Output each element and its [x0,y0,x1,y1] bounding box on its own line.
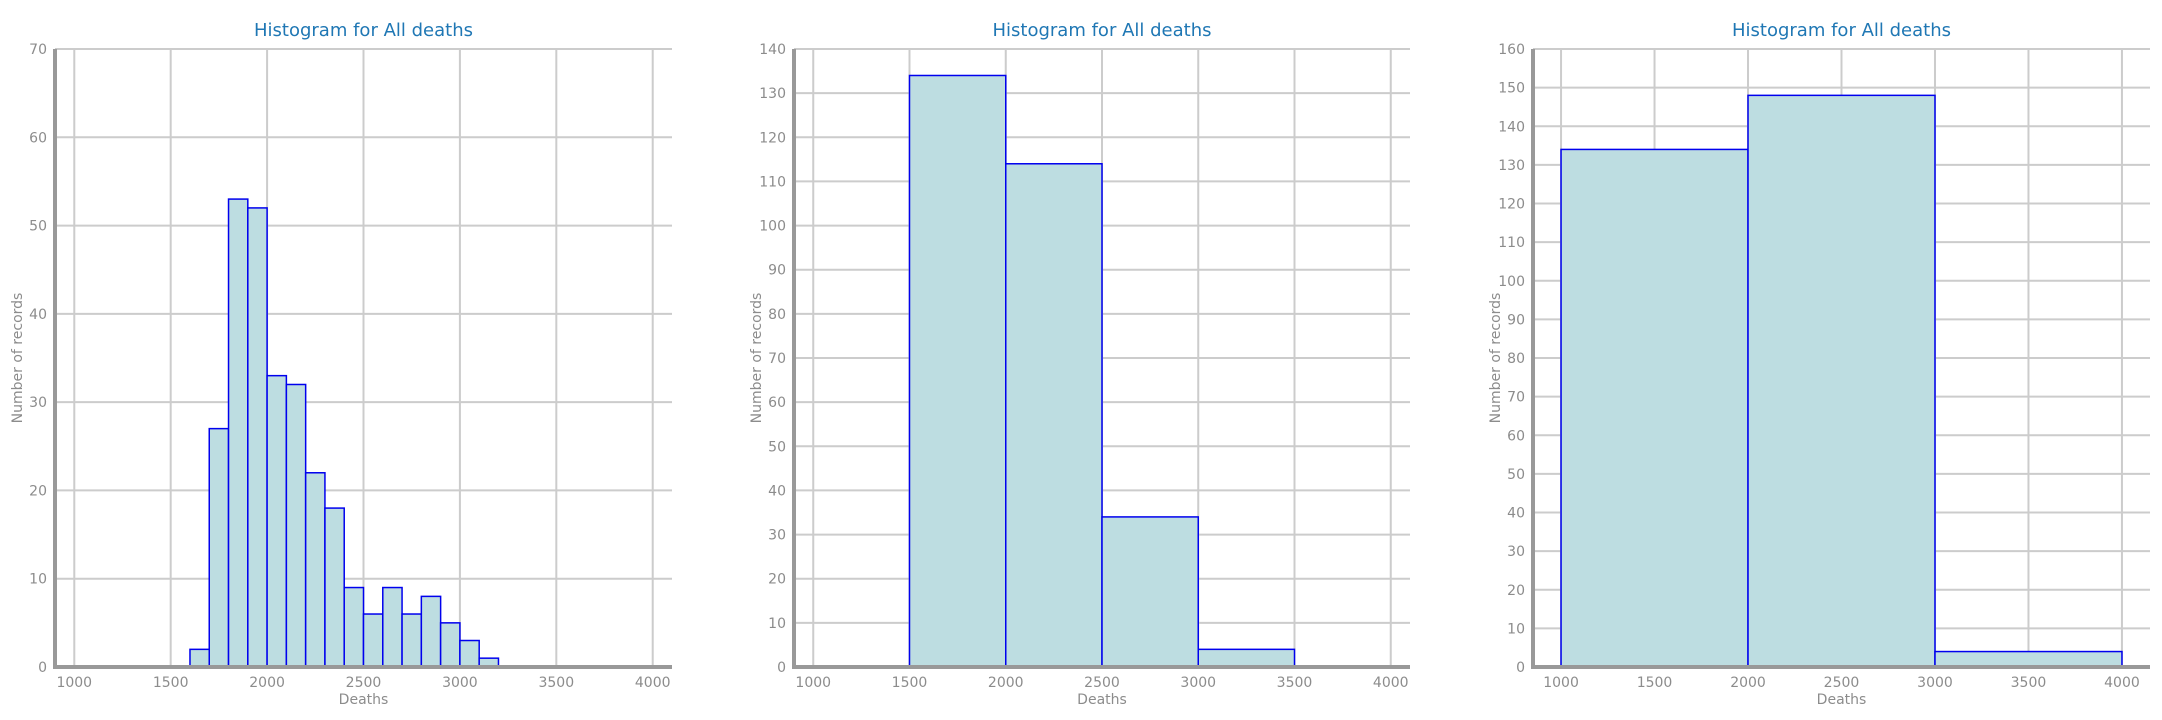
chart-panel-2: 1000 1500 2000 2500 3000 3500 4000 0 10 20 30 40 50 6… [749,20,1410,708]
y-tick-label: 10 [29,572,47,588]
y-tick-label: 40 [29,307,47,323]
y-tick-label: 120 [1498,197,1525,213]
y-tick-label: 0 [38,660,47,676]
histogram-bar [1560,148,1749,668]
y-tick-label: 50 [29,219,47,235]
x-tick-label: 1000 [795,675,831,691]
histogram-bar [208,427,230,668]
y-tick-label: 30 [29,395,47,411]
y-tick-label: 50 [1507,467,1525,483]
y-tick-label: 100 [1498,274,1525,290]
y-tick-label: 0 [1516,660,1525,676]
x-tick-label: 4000 [2104,675,2140,691]
y-tick-label: 20 [29,483,47,499]
chart-panel-1: 1000 1500 2000 2500 3000 3500 4000 0 10 20 30 40 50 6… [10,20,672,708]
x-tick-label: 1000 [56,675,92,691]
y-axis-label: Number of records [749,293,765,424]
x-tick-label: 2000 [1730,675,1766,691]
y-tick-label: 10 [1507,621,1525,637]
y-tick-label: 110 [1498,235,1525,251]
histogram-bar [1934,650,2123,668]
histogram-bar [439,622,461,668]
x-tick-label: 4000 [1373,675,1409,691]
y-tick-label: 20 [1507,583,1525,599]
x-axis-label: Deaths [1817,692,1867,708]
x-tick-label: 3000 [442,675,478,691]
y-tick-label: 140 [759,42,786,58]
x-tick-label: 3000 [1180,675,1216,691]
y-tick-label: 70 [1507,390,1525,406]
histogram-bar [247,207,268,668]
histogram-bar [908,74,1007,668]
y-tick-label: 40 [768,483,786,499]
histogram-bar [1197,648,1296,668]
y-tick-label: 50 [768,439,786,455]
y-axis-label: Number of records [10,293,26,424]
y-tick-label: 60 [29,130,47,146]
y-tick-label: 140 [1498,119,1525,135]
x-tick-label: 2500 [1084,675,1120,691]
x-axis-label: Deaths [1077,692,1127,708]
x-tick-label: 4000 [635,675,671,691]
histogram-bar [266,374,288,668]
x-axis-label: Deaths [339,692,389,708]
y-tick-label: 130 [759,86,786,102]
y-axis-label: Number of records [1488,293,1504,424]
y-tick-label: 150 [1498,81,1525,97]
y-tick-label: 110 [759,174,786,190]
histogram-bar [401,613,423,668]
histogram-bar [343,586,365,668]
histogram-bar [304,472,326,668]
histogram-bar [324,507,345,668]
x-tick-label: 1500 [153,675,189,691]
chart-title: Histogram for All deaths [993,20,1212,41]
histogram-bar [189,648,210,668]
y-tick-label: 10 [768,616,786,632]
y-tick-label: 40 [1507,506,1525,522]
y-tick-label: 100 [759,219,786,235]
x-tick-label: 2000 [988,675,1024,691]
histogram-bar [1101,516,1199,668]
x-tick-label: 2000 [249,675,285,691]
x-tick-label: 3000 [1917,675,1953,691]
x-tick-label: 3500 [1277,675,1313,691]
y-tick-label: 90 [768,263,786,279]
y-tick-label: 20 [768,572,786,588]
y-tick-label: 70 [768,351,786,367]
x-tick-label: 2500 [346,675,382,691]
x-tick-label: 3500 [2011,675,2047,691]
y-tick-label: 80 [1507,351,1525,367]
x-tick-label: 1000 [1543,675,1579,691]
y-tick-label: 160 [1498,42,1525,58]
y-tick-label: 30 [1507,544,1525,560]
histogram-bar [227,198,249,668]
y-tick-label: 60 [1507,428,1525,444]
chart-title: Histogram for All deaths [1732,20,1951,41]
y-tick-label: 130 [1498,158,1525,174]
x-tick-label: 2500 [1824,675,1860,691]
x-tick-label: 3500 [538,675,574,691]
y-tick-label: 60 [768,395,786,411]
histogram-bar [459,639,480,668]
histogram-bar [285,383,307,668]
histogram-bar [1747,94,1936,668]
chart-title: Histogram for All deaths [254,20,473,41]
x-tick-label: 1500 [1637,675,1673,691]
y-tick-label: 70 [29,42,47,58]
x-tick-label: 1500 [892,675,928,691]
histogram-bar [420,595,442,668]
y-tick-label: 120 [759,130,786,146]
y-tick-label: 90 [1507,312,1525,328]
y-tick-label: 30 [768,528,786,544]
histogram-bar [362,613,384,668]
y-tick-label: 80 [768,307,786,323]
chart-panel-3: 1000 1500 2000 2500 3000 3500 4000 0 10 20 30 40 50 6… [1488,20,2150,708]
histogram-bar [382,586,403,668]
histogram-bar [1005,163,1103,668]
y-tick-label: 0 [777,660,786,676]
